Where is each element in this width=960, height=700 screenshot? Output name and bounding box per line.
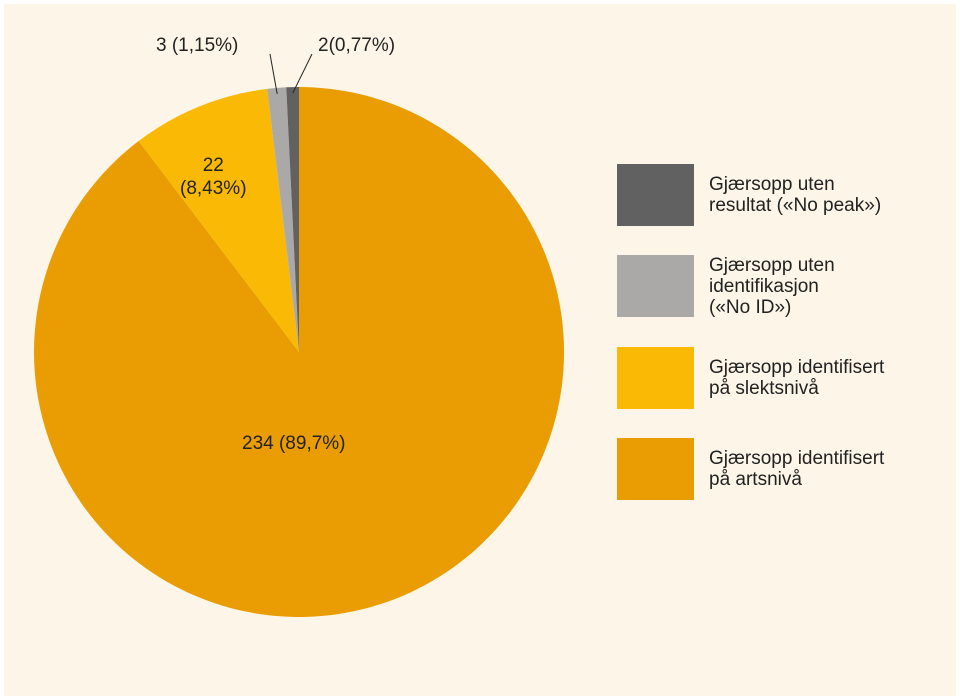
legend-item-artsniva: Gjærsopp identifisert på artsnivå — [617, 438, 937, 500]
legend-swatch-artsniva — [617, 438, 694, 500]
legend-label-slektsniva: Gjærsopp identifisert på slektsnivå — [709, 357, 885, 399]
legend-label-artsniva: Gjærsopp identifisert på artsnivå — [709, 448, 885, 490]
legend-swatch-slektsniva — [617, 347, 694, 409]
slice-label-no-peak: 2(0,77%) — [318, 35, 396, 56]
chart-frame: 234 (89,7%) 22 (8,43%) 3 (1,15%) 2(0,77%… — [4, 4, 956, 696]
pie-chart — [34, 53, 565, 617]
slice-label-artsniva: 234 (89,7%) — [242, 433, 346, 454]
legend-label-no-peak: Gjærsopp uten resultat («No peak») — [709, 174, 882, 216]
legend-label-no-id: Gjærsopp uten identifikasjon («No ID») — [709, 255, 835, 318]
leader-line-no-peak — [292, 53, 313, 94]
pie-slice-slektsniva — [138, 88, 299, 353]
slice-label-no-id: 3 (1,15%) — [156, 35, 239, 56]
leader-line-no-id — [269, 53, 278, 95]
slice-label-slektsniva-percent: (8,43%) — [180, 178, 247, 199]
slice-label-slektsniva-count: 22 — [202, 155, 224, 176]
pie-slice-no-id — [267, 87, 299, 352]
slice-label-slektsniva: 22 (8,43%) — [180, 154, 247, 200]
pie-slice-artsniva — [34, 87, 565, 617]
pie-slice-no-peak — [286, 87, 299, 352]
legend-item-no-peak: Gjærsopp uten resultat («No peak») — [617, 164, 937, 226]
legend-swatch-no-id — [617, 255, 694, 317]
legend-item-no-id: Gjærsopp uten identifikasjon («No ID») — [617, 255, 937, 318]
legend-swatch-no-peak — [617, 164, 694, 226]
legend-item-slektsniva: Gjærsopp identifisert på slektsnivå — [617, 347, 937, 409]
